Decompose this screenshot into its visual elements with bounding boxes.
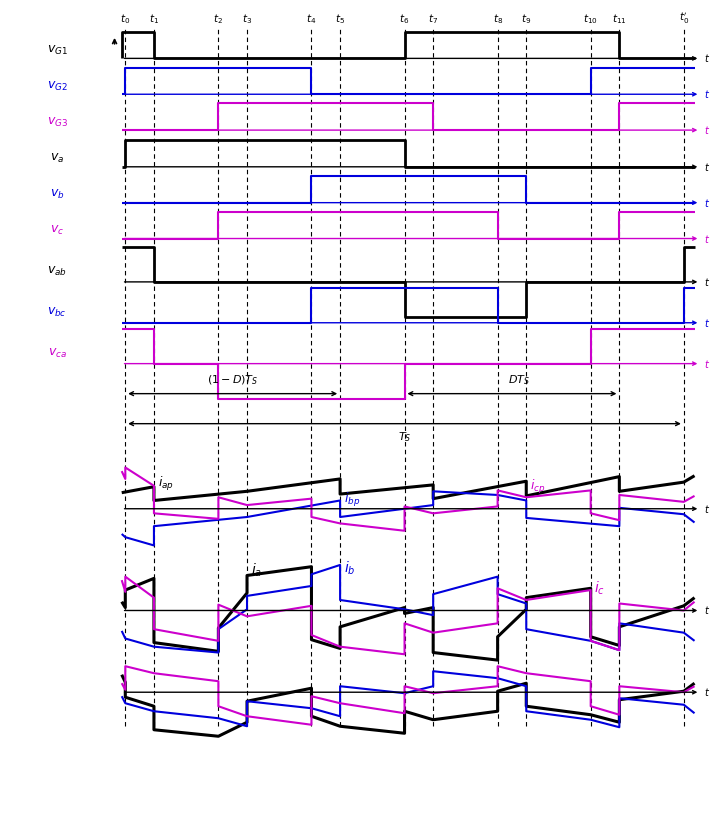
Text: $v_a$: $v_a$ [50, 153, 64, 165]
Text: $t$: $t$ [704, 358, 710, 369]
Text: $t_0'$: $t_0'$ [679, 11, 689, 26]
Text: $v_{ab}$: $v_{ab}$ [47, 265, 67, 278]
Text: $v_{bc}$: $v_{bc}$ [47, 306, 67, 319]
Text: $t$: $t$ [704, 686, 710, 698]
Text: $t$: $t$ [704, 88, 710, 100]
Text: $t$: $t$ [704, 53, 710, 64]
Text: $i_{bp}$: $i_{bp}$ [344, 490, 360, 509]
Text: $t$: $t$ [704, 276, 710, 288]
Text: $(1-D)T_S$: $(1-D)T_S$ [207, 374, 258, 387]
Text: $t$: $t$ [704, 503, 710, 515]
Text: $t_2$: $t_2$ [213, 12, 223, 26]
Text: $i_{ap}$: $i_{ap}$ [158, 475, 173, 493]
Text: $DT_S$: $DT_S$ [508, 373, 530, 387]
Text: $t_5$: $t_5$ [335, 12, 345, 26]
Text: $v_{G2}$: $v_{G2}$ [47, 80, 68, 93]
Text: $i_c$: $i_c$ [594, 580, 605, 597]
Text: $t$: $t$ [704, 317, 710, 329]
Text: $v_{G3}$: $v_{G3}$ [47, 116, 68, 128]
Text: $i_b$: $i_b$ [344, 560, 355, 577]
Text: $t_0$: $t_0$ [120, 12, 130, 26]
Text: $t_8$: $t_8$ [493, 12, 503, 26]
Text: $T_S$: $T_S$ [398, 430, 411, 445]
Text: $i_{cp}$: $i_{cp}$ [530, 478, 546, 495]
Text: $t$: $t$ [704, 197, 710, 208]
Text: $v_b$: $v_b$ [50, 188, 64, 201]
Text: $t$: $t$ [704, 233, 710, 244]
Text: $v_{ca}$: $v_{ca}$ [48, 347, 67, 359]
Text: $v_c$: $v_c$ [50, 224, 64, 237]
Text: $i_a$: $i_a$ [251, 562, 262, 580]
Text: $t_3$: $t_3$ [242, 12, 252, 26]
Text: $t_{11}$: $t_{11}$ [612, 12, 626, 26]
Text: $v_{G1}$: $v_{G1}$ [47, 44, 68, 57]
Text: $t$: $t$ [704, 161, 710, 173]
Text: $t_7$: $t_7$ [428, 12, 438, 26]
Text: $t$: $t$ [704, 124, 710, 136]
Text: $t_4$: $t_4$ [306, 12, 316, 26]
Text: $t_1$: $t_1$ [149, 12, 159, 26]
Text: $t_6$: $t_6$ [400, 12, 410, 26]
Text: $t_{10}$: $t_{10}$ [584, 12, 598, 26]
Text: $t$: $t$ [704, 605, 710, 616]
Text: $t_9$: $t_9$ [521, 12, 531, 26]
